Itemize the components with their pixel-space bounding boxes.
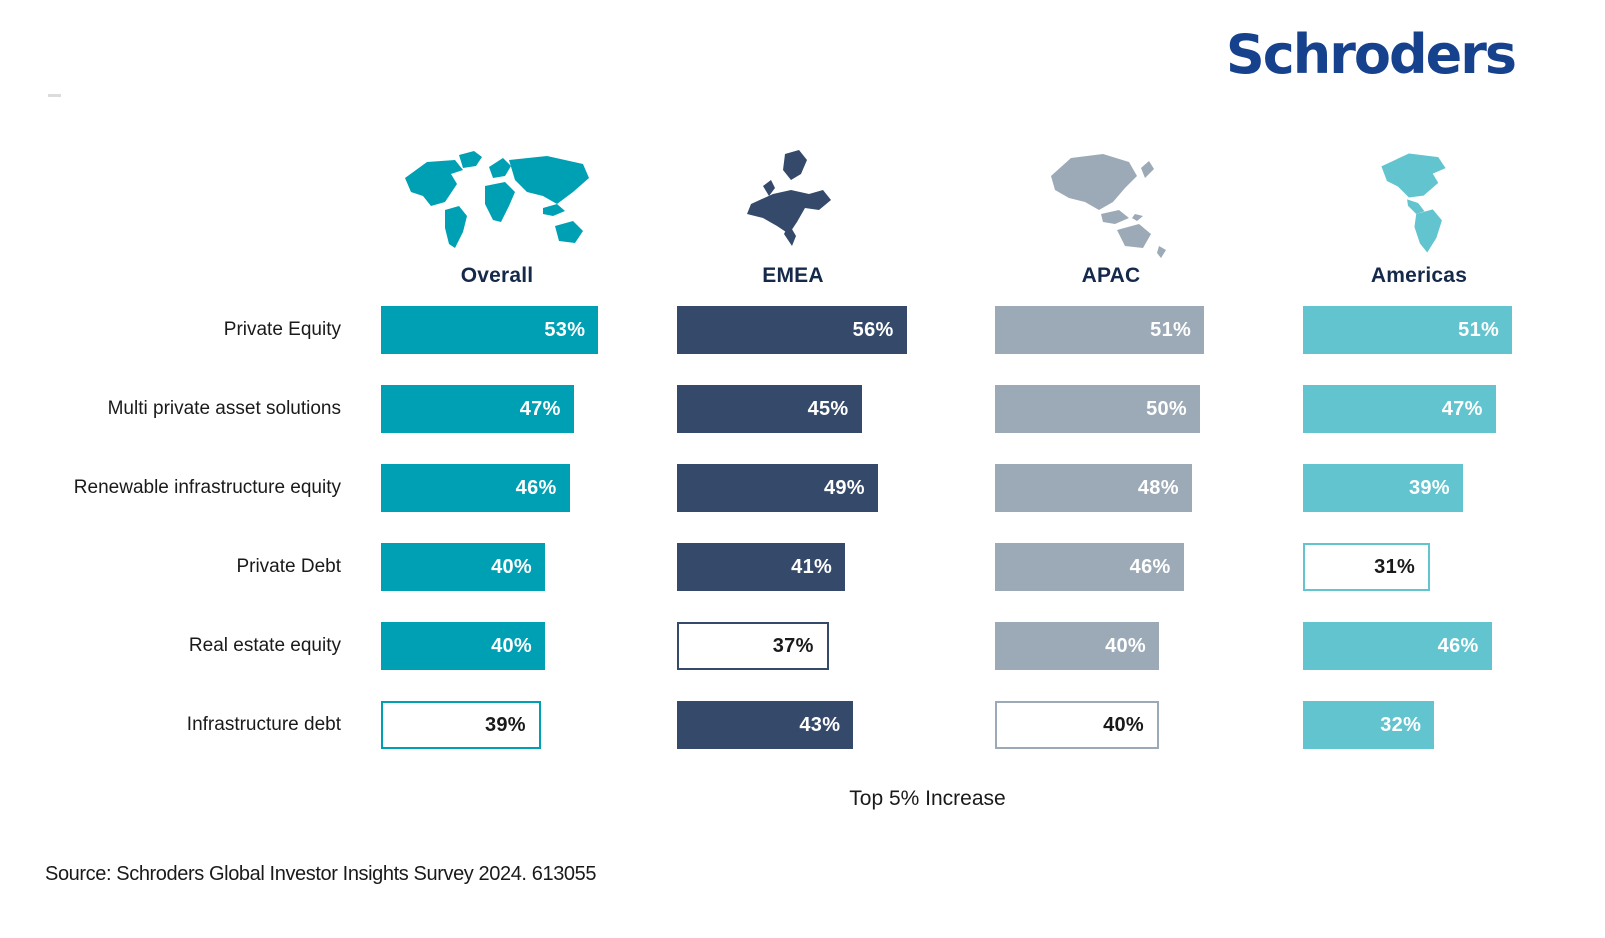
bar-cell: 43% <box>677 701 995 749</box>
bar-americas: 39% <box>1303 464 1463 512</box>
header-spacer <box>45 148 381 288</box>
europe-map-icon <box>728 148 858 258</box>
bar-cell: 47% <box>1303 385 1603 433</box>
bar-value: 46% <box>1437 634 1479 657</box>
column-header-americas: Americas <box>1303 148 1535 288</box>
row-label: Private Debt <box>236 556 341 577</box>
bar-cell: 53% <box>381 306 677 354</box>
bar-value: 39% <box>1408 476 1450 499</box>
bar-apac: 48% <box>995 464 1192 512</box>
bar-value: 45% <box>807 397 849 420</box>
bar-value: 51% <box>1150 318 1192 341</box>
bar-value: 31% <box>1374 555 1416 578</box>
bar-emea: 43% <box>677 701 854 749</box>
bar-overall: 47% <box>381 385 574 433</box>
bar-emea: 49% <box>677 464 878 512</box>
bar-value: 39% <box>484 713 526 736</box>
stray-mark <box>48 94 61 97</box>
row-label: Real estate equity <box>188 635 341 656</box>
bar-value: 53% <box>544 318 586 341</box>
bar-value: 40% <box>491 634 532 657</box>
bar-value: 40% <box>491 555 532 578</box>
bar-overall: 40% <box>381 622 545 670</box>
apac-map-icon <box>1036 148 1186 258</box>
bar-cell: 51% <box>995 306 1303 354</box>
bar-americas: 31% <box>1303 543 1431 591</box>
bar-value: 51% <box>1458 318 1500 341</box>
bar-cell: 48% <box>995 464 1303 512</box>
bar-cell: 45% <box>677 385 995 433</box>
bar-cell: 41% <box>677 543 995 591</box>
bar-overall: 40% <box>381 543 545 591</box>
bar-value: 43% <box>799 713 841 736</box>
column-label-emea: EMEA <box>762 264 824 287</box>
bar-value: 40% <box>1105 634 1146 657</box>
row-label: Renewable infrastructure equity <box>73 477 341 498</box>
bar-value: 47% <box>1441 397 1483 420</box>
bar-cell: 47% <box>381 385 677 433</box>
bar-emea: 45% <box>677 385 862 433</box>
source-note: Source: Schroders Global Investor Insigh… <box>45 863 597 885</box>
column-header-emea: EMEA <box>677 148 909 288</box>
bar-value: 49% <box>823 476 865 499</box>
bar-value: 56% <box>852 318 894 341</box>
bar-cell: 56% <box>677 306 995 354</box>
bar-overall: 53% <box>381 306 599 354</box>
bar-value: 46% <box>515 476 557 499</box>
bar-cell: 31% <box>1303 543 1603 591</box>
row-label: Multi private asset solutions <box>107 398 341 419</box>
column-headers: Overall EMEA <box>0 148 1605 288</box>
bar-cell: 39% <box>1303 464 1603 512</box>
bar-cell: 46% <box>381 464 677 512</box>
bar-value: 32% <box>1380 713 1422 736</box>
column-label-apac: APAC <box>1081 264 1141 287</box>
bar-americas: 47% <box>1303 385 1496 433</box>
bar-cell: 40% <box>381 543 677 591</box>
bar-cell: 46% <box>1303 622 1603 670</box>
bar-apac: 50% <box>995 385 1200 433</box>
schroders-logo: Schroders <box>1225 23 1517 86</box>
bar-apac: 40% <box>995 622 1159 670</box>
bar-cell: 51% <box>1303 306 1603 354</box>
bar-cell: 49% <box>677 464 995 512</box>
bar-cell: 40% <box>995 622 1303 670</box>
bar-americas: 51% <box>1303 306 1513 354</box>
row-label: Private Equity <box>223 319 341 340</box>
column-header-apac: APAC <box>995 148 1227 288</box>
column-header-overall: Overall <box>381 148 613 288</box>
bar-cell: 40% <box>381 622 677 670</box>
bar-apac: 40% <box>995 701 1159 749</box>
bar-americas: 46% <box>1303 622 1492 670</box>
bar-cell: 46% <box>995 543 1303 591</box>
bar-cell: 32% <box>1303 701 1603 749</box>
bar-chart: Private Equity 53% 56% 51% 51% Multi private … <box>0 306 1605 749</box>
bar-emea: 41% <box>677 543 846 591</box>
bar-cell: 37% <box>677 622 995 670</box>
bar-emea: 56% <box>677 306 907 354</box>
column-label-overall: Overall <box>460 264 534 287</box>
bar-cell: 39% <box>381 701 677 749</box>
bar-value: 50% <box>1146 397 1187 420</box>
chart-caption: Top 5% Increase <box>849 787 1006 810</box>
americas-map-icon <box>1364 148 1474 258</box>
world-map-icon <box>397 148 597 258</box>
bar-emea: 37% <box>677 622 829 670</box>
row-label: Infrastructure debt <box>186 714 341 735</box>
bar-value: 48% <box>1137 476 1179 499</box>
bar-value: 37% <box>772 634 814 657</box>
bar-cell: 40% <box>995 701 1303 749</box>
bar-apac: 51% <box>995 306 1205 354</box>
bar-value: 47% <box>519 397 561 420</box>
bar-value: 41% <box>791 555 833 578</box>
bar-overall: 39% <box>381 701 541 749</box>
bar-value: 40% <box>1103 713 1144 736</box>
bar-cell: 50% <box>995 385 1303 433</box>
bar-value: 46% <box>1129 555 1171 578</box>
bar-apac: 46% <box>995 543 1184 591</box>
bar-americas: 32% <box>1303 701 1435 749</box>
bar-overall: 46% <box>381 464 570 512</box>
column-label-americas: Americas <box>1370 264 1468 287</box>
